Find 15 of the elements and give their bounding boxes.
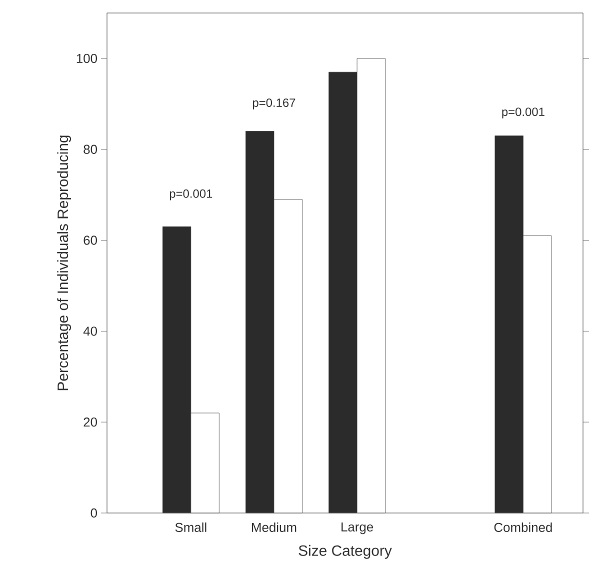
annotation: p=0.001 <box>170 189 212 200</box>
x-tick-label: Combined <box>494 522 552 532</box>
x-axis-title: Size Category <box>298 544 392 559</box>
y-axis-title: Percentage of Individuals Reproducing <box>57 136 72 390</box>
y-tick-label: 20 <box>84 418 97 427</box>
annotation: p=0.167 <box>252 98 296 110</box>
x-tick-label: Large <box>342 522 374 534</box>
y-tick-label: 60 <box>84 236 97 245</box>
y-tick-label: 40 <box>83 326 97 336</box>
x-tick-label: Small <box>175 522 206 532</box>
x-tick-label: Medium <box>252 522 296 532</box>
y-tick-label: 80 <box>84 144 97 154</box>
y-tick-label: 0 <box>90 508 98 518</box>
y-tick-label: 100 <box>76 54 97 64</box>
annotation: p=0.001 <box>502 108 544 118</box>
